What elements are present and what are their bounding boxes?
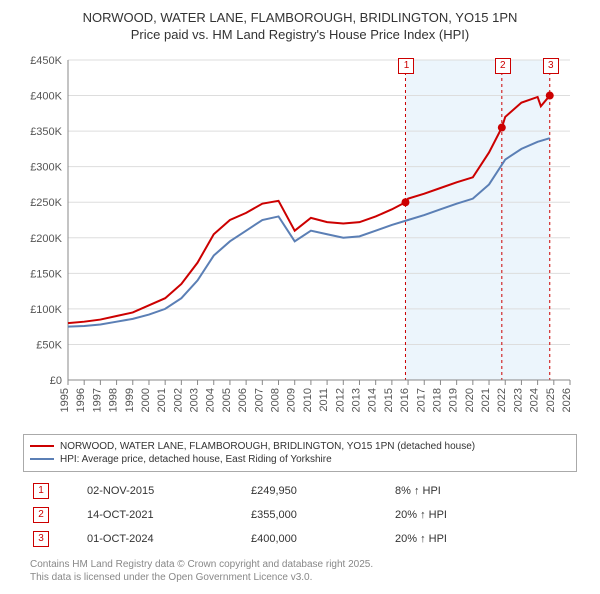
legend-label: HPI: Average price, detached house, East…	[60, 454, 332, 465]
svg-text:2019: 2019	[448, 388, 460, 412]
svg-text:2014: 2014	[367, 388, 379, 412]
svg-text:£100K: £100K	[30, 304, 62, 316]
title-line-2: Price paid vs. HM Land Registry's House …	[131, 27, 469, 42]
footer-line-2: This data is licensed under the Open Gov…	[30, 572, 312, 583]
svg-text:2005: 2005	[221, 388, 233, 412]
svg-text:£50K: £50K	[36, 339, 62, 351]
attribution-footer: Contains HM Land Registry data © Crown c…	[30, 558, 570, 584]
legend-item: HPI: Average price, detached house, East…	[30, 454, 570, 465]
marker-annotation: 3	[543, 58, 559, 74]
marker-id-box: 2	[33, 507, 49, 523]
marker-date: 01-OCT-2024	[86, 528, 248, 550]
svg-text:£200K: £200K	[30, 233, 62, 245]
chart-container: £0 £50K £100K £150K £200K £250K £300K £350K £400…	[20, 50, 580, 430]
svg-text:2016: 2016	[399, 388, 411, 412]
marker-pct: 8% ↑ HPI	[394, 480, 568, 502]
svg-text:2003: 2003	[189, 388, 201, 412]
svg-text:2007: 2007	[253, 388, 265, 412]
svg-text:1999: 1999	[124, 388, 136, 412]
legend-swatch	[30, 458, 54, 460]
svg-text:2024: 2024	[529, 388, 541, 412]
svg-text:1998: 1998	[108, 388, 120, 412]
marker-date: 02-NOV-2015	[86, 480, 248, 502]
svg-text:2012: 2012	[334, 388, 346, 412]
marker-pct: 20% ↑ HPI	[394, 504, 568, 526]
svg-text:2009: 2009	[286, 388, 298, 412]
svg-text:£400K: £400K	[30, 90, 62, 102]
marker-row: 1 02-NOV-2015£249,9508% ↑ HPI	[32, 480, 568, 502]
svg-text:2026: 2026	[561, 388, 573, 412]
svg-text:£150K: £150K	[30, 268, 62, 280]
legend-item: NORWOOD, WATER LANE, FLAMBOROUGH, BRIDLI…	[30, 441, 570, 452]
svg-text:2023: 2023	[512, 388, 524, 412]
price-chart: £0 £50K £100K £150K £200K £250K £300K £350K £400…	[20, 50, 580, 430]
footer-line-1: Contains HM Land Registry data © Crown c…	[30, 559, 373, 570]
svg-text:£300K: £300K	[30, 161, 62, 173]
svg-text:2021: 2021	[480, 388, 492, 412]
marker-id-box: 3	[33, 531, 49, 547]
svg-text:2000: 2000	[140, 388, 152, 412]
svg-text:2006: 2006	[237, 388, 249, 412]
markers-table: 1 02-NOV-2015£249,9508% ↑ HPI 2 14-OCT-2021…	[30, 478, 570, 552]
svg-text:2010: 2010	[302, 388, 314, 412]
svg-text:2017: 2017	[415, 388, 427, 412]
marker-row: 3 01-OCT-2024£400,00020% ↑ HPI	[32, 528, 568, 550]
marker-annotation: 2	[495, 58, 511, 74]
marker-date: 14-OCT-2021	[86, 504, 248, 526]
svg-text:2020: 2020	[464, 388, 476, 412]
marker-price: £355,000	[250, 504, 392, 526]
marker-annotation: 1	[398, 58, 414, 74]
svg-text:£350K: £350K	[30, 126, 62, 138]
marker-row: 2 14-OCT-2021£355,00020% ↑ HPI	[32, 504, 568, 526]
legend-label: NORWOOD, WATER LANE, FLAMBOROUGH, BRIDLI…	[60, 441, 475, 452]
svg-text:1997: 1997	[91, 388, 103, 412]
svg-text:2011: 2011	[318, 388, 330, 412]
svg-text:£250K: £250K	[30, 197, 62, 209]
svg-text:1996: 1996	[75, 388, 87, 412]
svg-text:£450K: £450K	[30, 55, 62, 67]
svg-text:2004: 2004	[205, 388, 217, 412]
legend-swatch	[30, 445, 54, 447]
marker-id-box: 1	[33, 483, 49, 499]
svg-text:2015: 2015	[383, 388, 395, 412]
marker-pct: 20% ↑ HPI	[394, 528, 568, 550]
marker-price: £249,950	[250, 480, 392, 502]
chart-legend: NORWOOD, WATER LANE, FLAMBOROUGH, BRIDLI…	[23, 434, 577, 472]
chart-title: NORWOOD, WATER LANE, FLAMBOROUGH, BRIDLI…	[10, 10, 590, 44]
svg-text:2002: 2002	[172, 388, 184, 412]
svg-text:£0: £0	[50, 375, 62, 387]
title-line-1: NORWOOD, WATER LANE, FLAMBOROUGH, BRIDLI…	[83, 10, 518, 25]
svg-text:2001: 2001	[156, 388, 168, 412]
svg-text:2008: 2008	[270, 388, 282, 412]
svg-text:2022: 2022	[496, 388, 508, 412]
marker-price: £400,000	[250, 528, 392, 550]
svg-text:1995: 1995	[59, 388, 71, 412]
svg-text:2025: 2025	[545, 388, 557, 412]
svg-text:2018: 2018	[431, 388, 443, 412]
svg-text:2013: 2013	[350, 388, 362, 412]
